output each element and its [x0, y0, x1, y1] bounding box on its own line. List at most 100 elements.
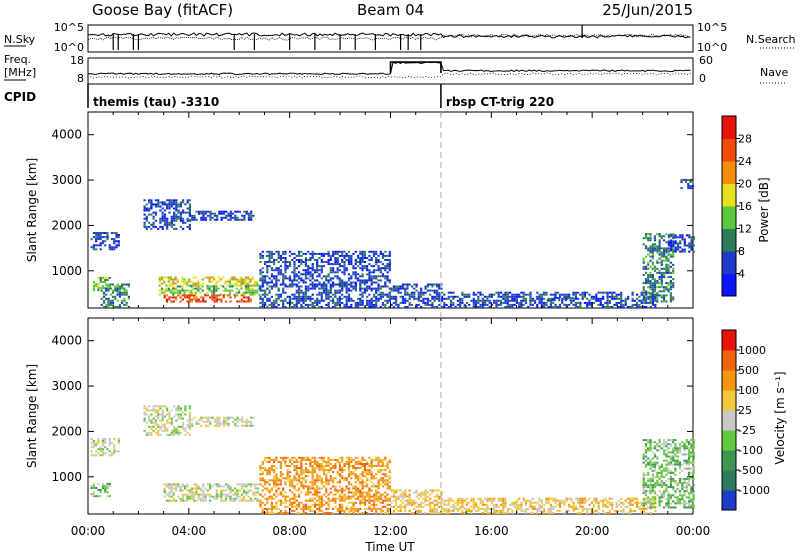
power-echo-cell — [651, 247, 654, 250]
power-echo-cell — [456, 303, 459, 306]
velocity-echo-cell — [293, 501, 296, 504]
velocity-echo-cell — [254, 483, 257, 486]
velocity-echo-cell — [493, 512, 496, 514]
power-echo-cell — [509, 306, 512, 308]
power-echo-cell — [229, 212, 232, 215]
velocity-echo-cell — [218, 418, 221, 421]
velocity-echo-cell — [243, 497, 246, 500]
velocity-echo-cell — [168, 483, 171, 486]
power-echo-cell — [293, 271, 296, 274]
power-echo-cell — [440, 283, 443, 286]
power-echo-cell — [377, 254, 380, 257]
power-echo-cell — [656, 298, 659, 301]
velocity-echo-cell — [266, 481, 269, 484]
power-echo-cell — [556, 291, 559, 294]
power-echo-cell — [452, 303, 455, 306]
velocity-echo-cell — [334, 458, 337, 461]
velocity-echo-cell — [113, 450, 116, 453]
velocity-echo-cell — [368, 497, 371, 500]
power-echo-cell — [484, 303, 487, 306]
power-echo-cell — [161, 217, 164, 220]
velocity-echo-cell — [92, 482, 95, 485]
power-echo-cell — [188, 296, 191, 299]
power-echo-cell — [172, 280, 175, 283]
velocity-echo-cell — [284, 491, 287, 494]
velocity-echo-cell — [313, 463, 317, 465]
power-echo-cell — [375, 263, 378, 266]
velocity-echo-cell — [316, 479, 319, 482]
power-echo-cell — [633, 303, 636, 306]
velocity-echo-cell — [148, 425, 151, 428]
power-echo-cell — [647, 276, 650, 278]
power-echo-cell — [401, 301, 404, 304]
power-echo-cell — [595, 293, 598, 296]
power-echo-cell — [188, 227, 191, 230]
power-echo-cell — [368, 287, 371, 290]
power-echo-cell — [472, 306, 475, 308]
power-colorbar-swatch — [722, 206, 736, 229]
velocity-echo-cell — [456, 507, 459, 510]
velocity-echo-cell — [368, 495, 371, 498]
velocity-echo-cell — [665, 463, 668, 466]
velocity-echo-cell — [186, 419, 189, 422]
power-echo-cell — [224, 287, 227, 290]
power-echo-cell — [461, 301, 464, 304]
power-echo-cell — [253, 293, 257, 296]
velocity-echo-cell — [660, 469, 663, 472]
power-echo-cell — [595, 297, 598, 300]
velocity-echo-cell — [561, 501, 564, 504]
power-echo-cell — [188, 209, 191, 212]
power-echo-cell — [163, 280, 166, 283]
velocity-echo-cell — [92, 442, 95, 445]
power-echo-cell — [606, 295, 609, 298]
power-echo-cell — [118, 285, 121, 288]
velocity-echo-cell — [327, 456, 330, 459]
power-echo-cell — [361, 257, 364, 259]
power-echo-cell — [322, 275, 326, 278]
velocity-echo-cell — [644, 473, 648, 476]
power-echo-cell — [311, 306, 314, 308]
velocity-echo-cell — [266, 487, 269, 490]
velocity-echo-cell — [211, 485, 214, 488]
velocity-echo-cell — [302, 503, 305, 506]
power-echo-cell — [388, 295, 391, 298]
velocity-echo-cell — [604, 499, 607, 502]
power-echo-cell — [388, 259, 391, 261]
velocity-echo-cell — [624, 499, 627, 502]
power-echo-cell — [169, 284, 173, 287]
power-echo-cell — [158, 278, 161, 281]
velocity-echo-cell — [250, 416, 253, 419]
power-echo-cell — [558, 299, 561, 302]
power-echo-cell — [347, 299, 351, 302]
power-echo-cell — [667, 282, 670, 285]
velocity-echo-cell — [197, 493, 200, 496]
velocity-echo-cell — [513, 503, 516, 506]
power-echo-cell — [234, 216, 237, 219]
velocity-echo-cell — [470, 512, 473, 514]
velocity-echo-cell — [615, 503, 618, 506]
velocity-echo-cell — [392, 491, 395, 494]
velocity-echo-cell — [497, 505, 500, 508]
velocity-echo-cell — [445, 499, 448, 502]
power-echo-cell — [629, 306, 632, 308]
power-echo-cell — [229, 214, 232, 217]
velocity-echo-cell — [375, 491, 378, 494]
velocity-echo-cell — [583, 499, 586, 502]
velocity-echo-cell — [273, 458, 276, 461]
power-echo-cell — [224, 293, 227, 296]
velocity-echo-cell — [658, 467, 661, 470]
velocity-echo-cell — [329, 463, 332, 465]
velocity-echo-cell — [452, 509, 455, 512]
velocity-echo-cell — [329, 487, 332, 490]
velocity-echo-cell — [318, 509, 321, 512]
power-echo-cell — [642, 261, 645, 264]
velocity-echo-cell — [279, 467, 282, 469]
velocity-echo-cell — [300, 467, 303, 469]
power-echo-cell — [484, 299, 487, 302]
power-echo-cell — [213, 296, 216, 299]
velocity-echo-cell — [229, 491, 232, 494]
velocity-echo-cell — [186, 489, 189, 492]
velocity-echo-cell — [479, 501, 482, 504]
power-echo-cell — [313, 259, 317, 261]
power-echo-cell — [488, 301, 491, 304]
